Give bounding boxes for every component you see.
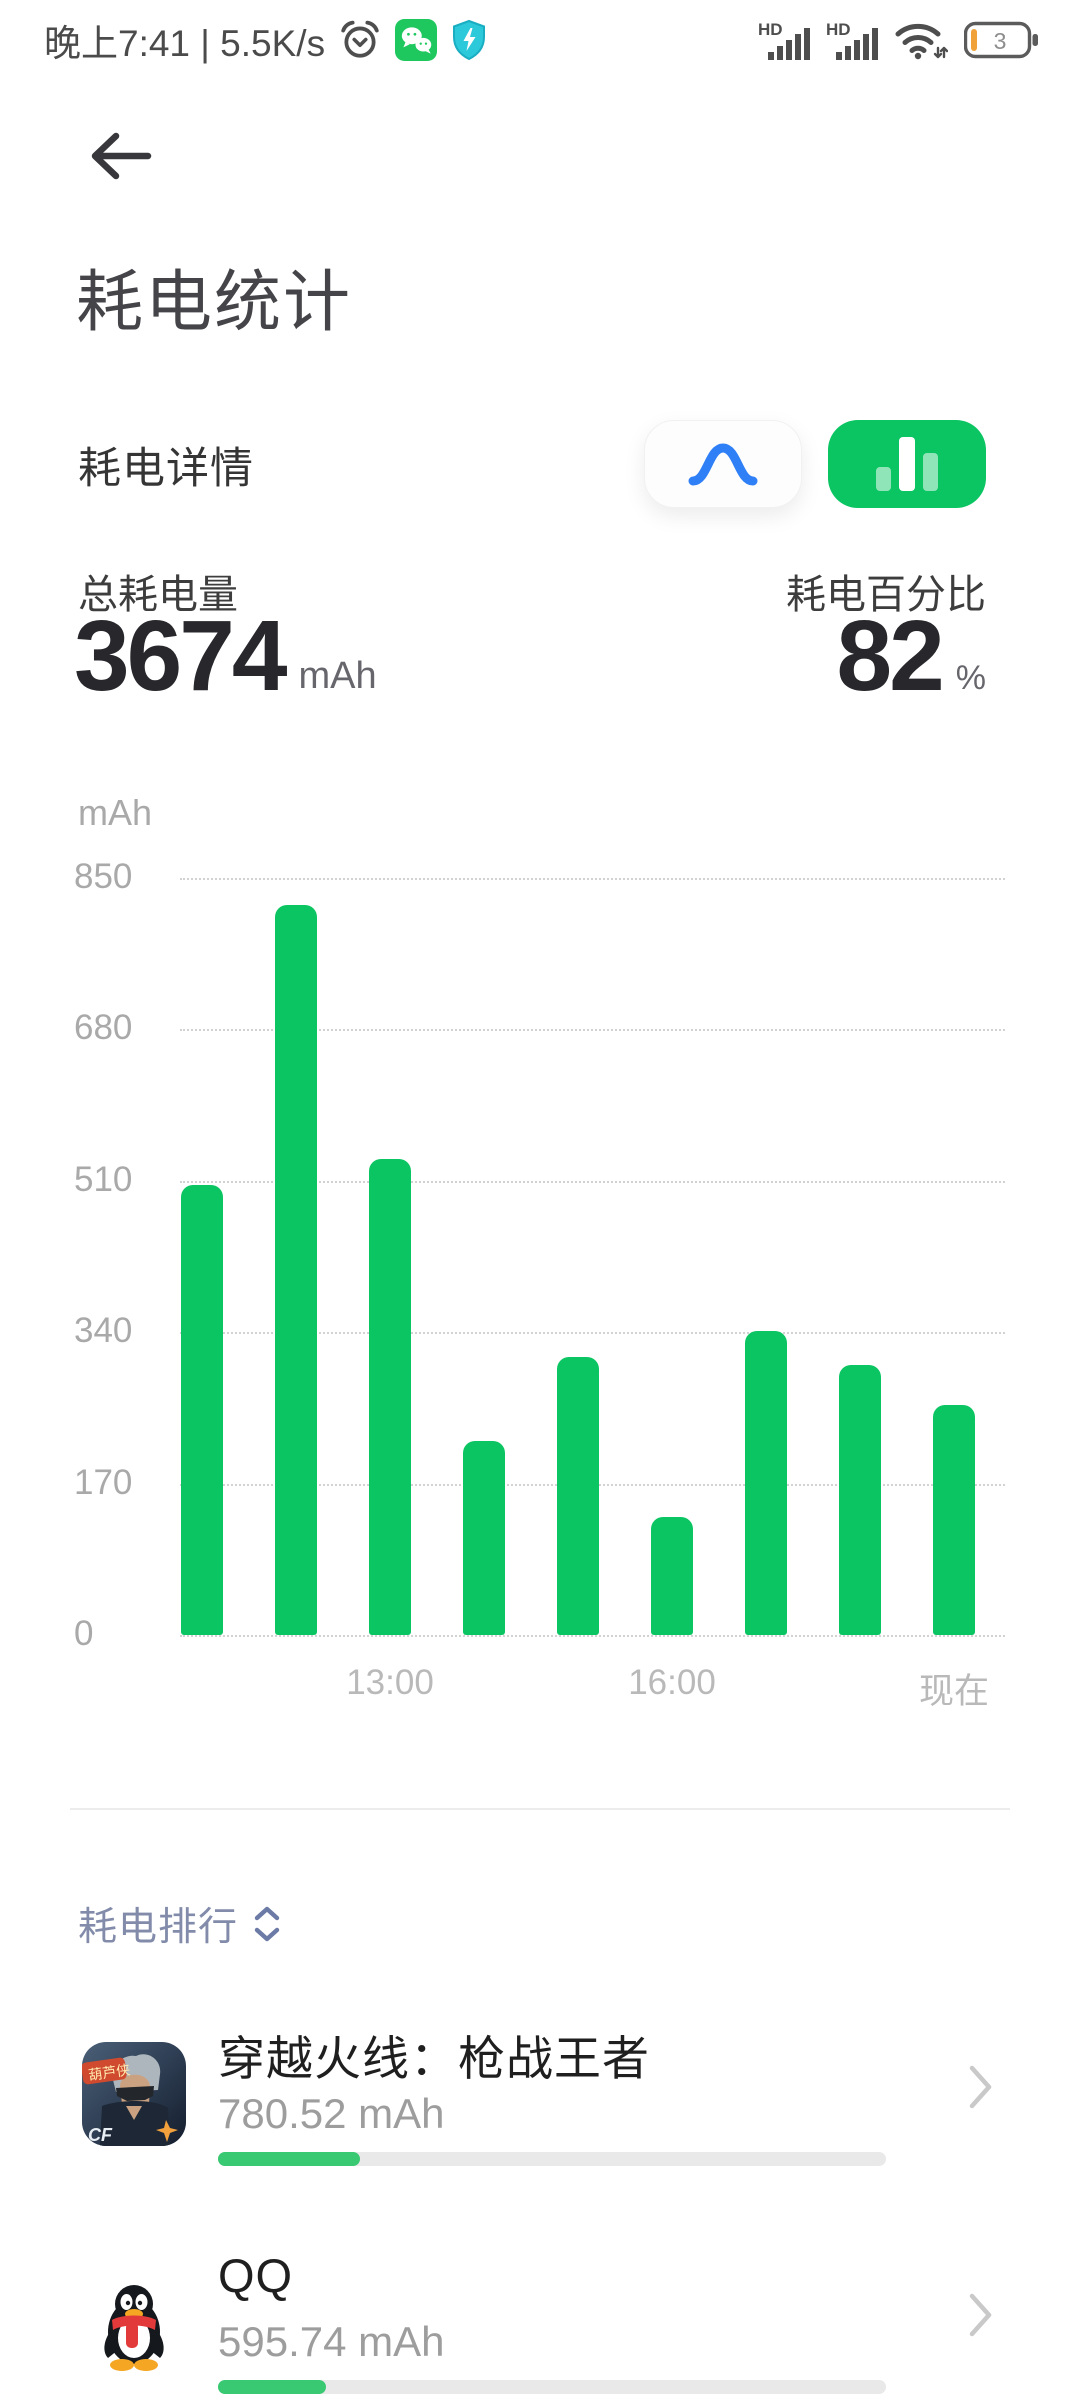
svg-text:CF: CF: [88, 2125, 113, 2145]
total-consumption-label: 总耗电量: [78, 573, 238, 617]
x-axis-tick-label: 现在: [918, 1672, 989, 1711]
back-button[interactable]: [86, 128, 156, 184]
x-axis-tick-label: 13:00: [346, 1663, 434, 1702]
shield-icon: [451, 19, 487, 61]
chart-bar-hour-3[interactable]: [463, 1440, 505, 1635]
y-axis-unit-label: mAh: [78, 792, 153, 833]
chart-gridline: [180, 1332, 1005, 1335]
y-axis-tick-label: 340: [74, 1311, 133, 1351]
app-consumption-progress-track: [218, 2152, 886, 2166]
chart-bar-hour-6[interactable]: [745, 1331, 787, 1635]
sort-arrows-icon: [254, 1906, 280, 1942]
chevron-right-icon: [968, 2064, 994, 2115]
hd-signal-icon-1: HD: [758, 18, 810, 62]
wechat-icon: [395, 19, 438, 61]
percent-label: 耗电百分比: [786, 573, 986, 617]
wifi-icon: [894, 18, 948, 62]
percent-value: 82: [836, 600, 945, 712]
crossfire-game-icon: 葫芦侠 CF: [82, 2042, 186, 2146]
app-consumption: 780.52 mAh: [218, 2090, 445, 2137]
app-consumption-progress-fill: [218, 2152, 360, 2166]
chart-bar-hour-2[interactable]: [369, 1158, 411, 1635]
svg-text:葫芦侠: 葫芦侠: [87, 2061, 131, 2083]
chart-gridline: [180, 1635, 1005, 1637]
chart-gridline: [180, 1029, 1005, 1032]
total-consumption-value-group: 3674 mAh: [74, 604, 377, 708]
bar-chart-icon: [876, 437, 938, 491]
chart-bar-hour-7[interactable]: [839, 1365, 881, 1635]
app-consumption: 595.74 mAh: [218, 2318, 445, 2365]
page-title: 耗电统计: [76, 265, 352, 340]
chevron-right-icon: [968, 2292, 994, 2343]
chart-gridline: [180, 1180, 1005, 1183]
percent-value-group: 82 %: [837, 604, 986, 708]
app-list-item-crossfire[interactable]: 葫芦侠 CF 穿越火线：枪战王者 780.52 mAh: [0, 2020, 1080, 2230]
app-name: 穿越火线：枪战王者: [218, 2032, 650, 2085]
app-list-item-qq[interactable]: QQ 595.74 mAh: [0, 2248, 1080, 2400]
qq-icon: [82, 2270, 186, 2374]
chart-bar-hour-0[interactable]: [181, 1185, 223, 1635]
x-axis-tick-label: 16:00: [628, 1663, 716, 1702]
section-divider: [70, 1808, 1010, 1810]
chart-bar-hour-8[interactable]: [933, 1405, 975, 1635]
ranking-sort-button[interactable]: 耗电排行: [78, 1896, 280, 1952]
line-chart-toggle-button[interactable]: [644, 420, 802, 508]
chart-bar-hour-1[interactable]: [275, 904, 317, 1635]
line-chart-icon: [688, 443, 758, 486]
consumption-bar-chart: mAh 850 680 510 340 170 0 13:00 16:00 现在: [0, 780, 1080, 1740]
app-consumption-progress-track: [218, 2380, 886, 2394]
chart-bar-hour-4[interactable]: [557, 1357, 599, 1635]
chart-bar-hour-5[interactable]: [651, 1516, 693, 1635]
y-axis-tick-label: 850: [74, 857, 133, 896]
hd-signal-icon-2: HD: [826, 18, 878, 62]
chart-gridline: [180, 878, 1005, 880]
bar-chart-toggle-button[interactable]: [828, 420, 986, 508]
app-name: QQ: [218, 2249, 294, 2302]
app-consumption-progress-fill: [218, 2380, 327, 2394]
y-axis-tick-label: 170: [74, 1462, 133, 1502]
y-axis-tick-label: 680: [74, 1008, 133, 1048]
ranking-title: 耗电排行: [78, 1906, 239, 1949]
total-consumption-value: 3674: [74, 600, 287, 712]
percent-unit: %: [955, 659, 986, 697]
back-arrow-icon: [91, 132, 152, 180]
alarm-icon: [339, 19, 381, 61]
detail-section-title: 耗电详情: [78, 445, 254, 493]
y-axis-tick-label: 0: [74, 1614, 94, 1653]
total-consumption-unit: mAh: [298, 655, 377, 697]
status-bar: 晚上7:41 | 5.5K/s: [0, 16, 1080, 64]
y-axis-tick-label: 510: [74, 1159, 133, 1199]
status-time-netspeed: 晚上7:41 | 5.5K/s: [44, 23, 326, 64]
battery-level-text: 3: [994, 28, 1007, 54]
battery-icon: 3: [964, 21, 1040, 59]
